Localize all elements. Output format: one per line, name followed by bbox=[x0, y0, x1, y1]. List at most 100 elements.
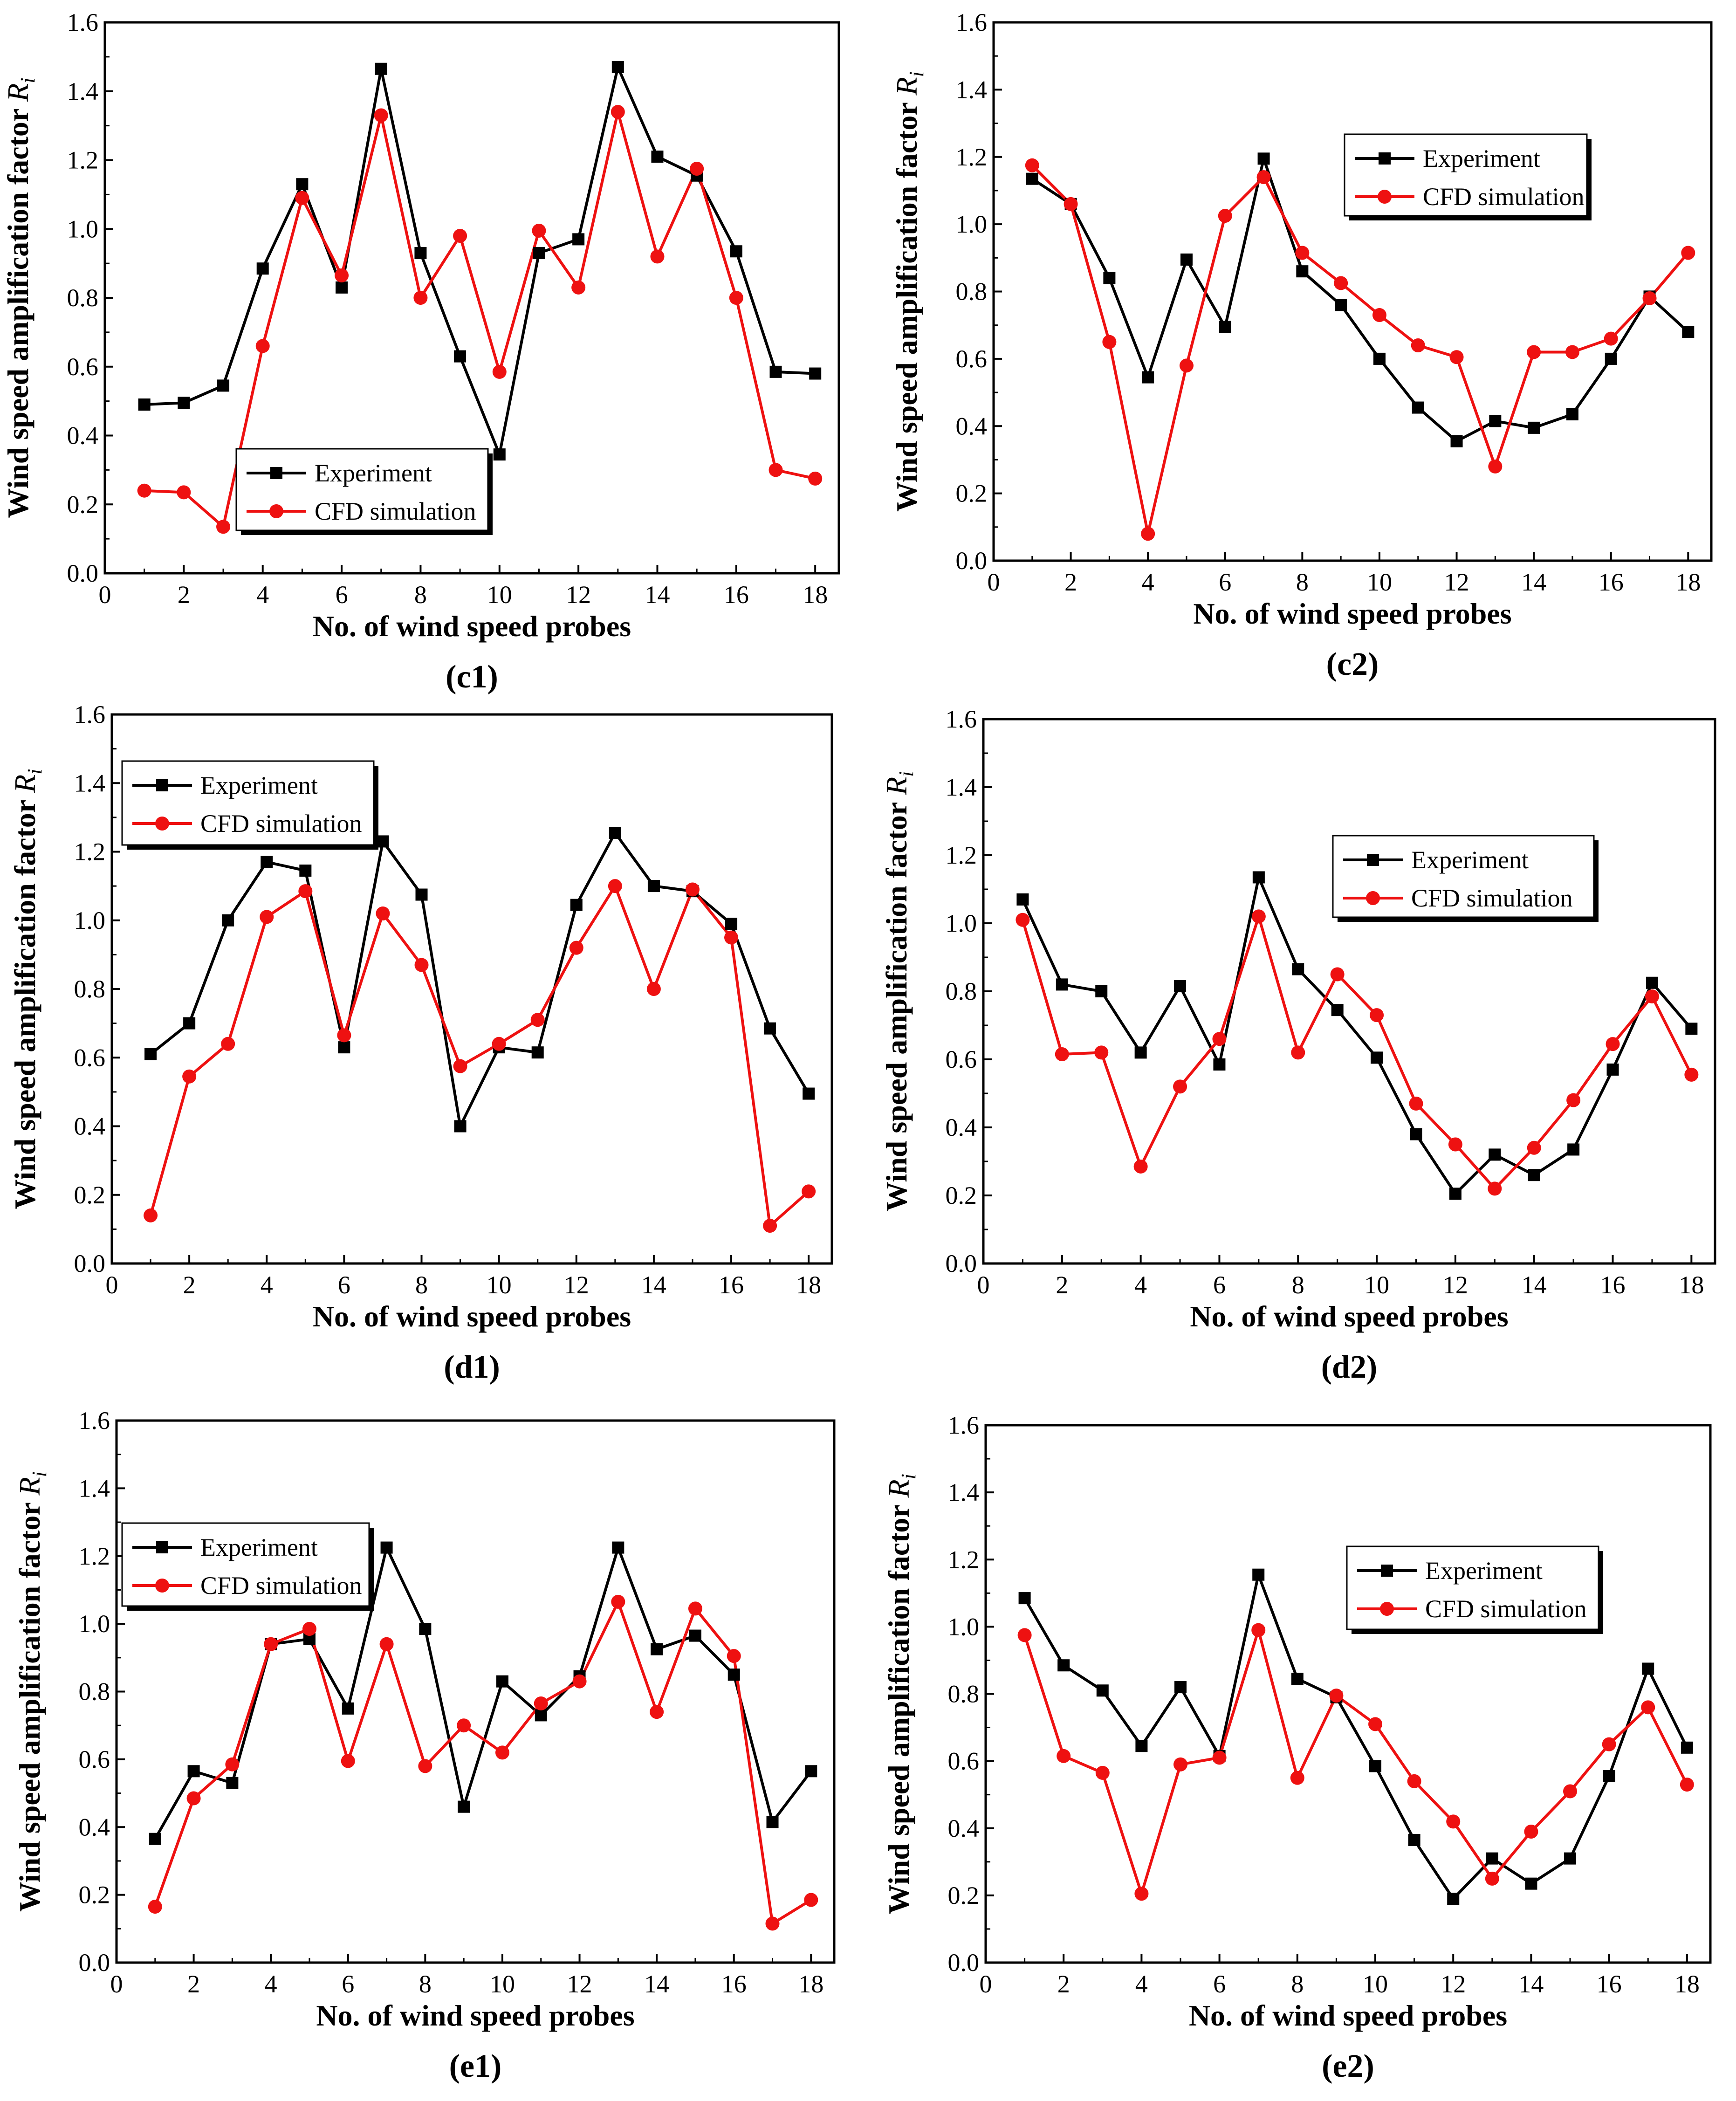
y-tick-label: 0.8 bbox=[74, 975, 106, 1003]
data-point-experiment bbox=[1134, 1046, 1147, 1059]
y-axis-title-text: Wind speed amplification factor bbox=[880, 795, 913, 1212]
x-tick-label: 8 bbox=[1292, 1271, 1304, 1299]
data-point-experiment bbox=[1095, 985, 1108, 997]
chart-panel-d2: 0.0 0.2 0.4 0.6 0.8 1.0 1.2 1.4 1.6 0 2 4 6 8 10 12 14 16… bbox=[880, 705, 1716, 1385]
data-point-experiment bbox=[187, 1765, 200, 1778]
data-point-experiment bbox=[1292, 963, 1304, 975]
y-tick-label: 1.6 bbox=[946, 705, 977, 733]
x-tick-label: 18 bbox=[1674, 1970, 1700, 1998]
data-point-cfd bbox=[137, 483, 151, 498]
data-point-cfd bbox=[808, 471, 823, 486]
x-tick-label: 18 bbox=[796, 1271, 821, 1299]
x-tick-label: 4 bbox=[265, 1970, 277, 1998]
data-point-cfd bbox=[216, 520, 231, 534]
data-point-cfd bbox=[1606, 1037, 1620, 1051]
data-point-experiment bbox=[1335, 299, 1347, 311]
data-point-experiment bbox=[1018, 1592, 1031, 1605]
y-tick-label: 0.6 bbox=[946, 1045, 977, 1073]
data-point-experiment bbox=[570, 899, 583, 911]
x-tick-label: 2 bbox=[178, 581, 190, 609]
y-axis-title-subscript: i bbox=[895, 771, 918, 777]
legend-marker-experiment bbox=[1379, 152, 1391, 165]
y-axis-title-subscript: i bbox=[28, 1471, 51, 1477]
data-point-experiment bbox=[1213, 1058, 1226, 1071]
x-tick-label: 14 bbox=[1518, 1970, 1544, 1998]
data-point-cfd bbox=[1212, 1032, 1227, 1046]
data-point-cfd bbox=[1641, 1700, 1655, 1715]
data-point-cfd bbox=[690, 161, 704, 176]
legend: Experiment CFD simulation bbox=[1344, 133, 1592, 220]
data-point-experiment bbox=[535, 1709, 547, 1722]
data-point-cfd bbox=[1566, 1093, 1581, 1107]
data-point-experiment bbox=[222, 914, 234, 927]
data-point-cfd bbox=[492, 1037, 506, 1051]
data-point-cfd bbox=[177, 485, 191, 500]
data-point-experiment bbox=[531, 1046, 544, 1059]
y-tick-label: 1.4 bbox=[79, 1474, 110, 1502]
y-tick-label: 1.0 bbox=[948, 1613, 980, 1641]
x-tick-label: 0 bbox=[980, 1970, 992, 1998]
y-axis-title: Wind speed amplification factor Ri bbox=[13, 1471, 51, 1912]
data-point-cfd bbox=[1372, 308, 1386, 323]
data-point-experiment bbox=[342, 1702, 354, 1715]
data-point-experiment bbox=[533, 247, 545, 259]
data-point-experiment bbox=[1016, 893, 1029, 906]
x-tick-label: 0 bbox=[988, 568, 1000, 596]
data-point-cfd bbox=[1055, 1047, 1069, 1062]
data-point-experiment bbox=[805, 1765, 817, 1778]
y-axis-title-symbol: R bbox=[8, 775, 41, 793]
x-tick-label: 8 bbox=[1296, 568, 1309, 596]
data-point-cfd bbox=[650, 249, 665, 264]
y-tick-label: 1.2 bbox=[79, 1542, 110, 1570]
data-point-experiment bbox=[183, 1017, 196, 1030]
data-point-experiment bbox=[803, 1087, 815, 1100]
data-point-cfd bbox=[1291, 1045, 1305, 1060]
data-point-cfd bbox=[1642, 291, 1657, 305]
data-point-cfd bbox=[1173, 1079, 1187, 1094]
data-point-cfd bbox=[264, 1637, 278, 1651]
data-point-cfd bbox=[1251, 909, 1266, 924]
data-point-experiment bbox=[609, 827, 621, 839]
data-point-experiment bbox=[1486, 1852, 1498, 1865]
chart-panel-c2: 0.0 0.2 0.4 0.6 0.8 1.0 1.2 1.4 1.6 0 2 4 6 8 10 12 14 16… bbox=[890, 8, 1713, 682]
data-point-experiment bbox=[572, 233, 585, 246]
legend-marker-experiment bbox=[156, 779, 168, 791]
y-tick-label: 1.2 bbox=[946, 841, 977, 869]
y-tick-label: 1.0 bbox=[67, 215, 99, 243]
x-tick-label: 18 bbox=[1675, 568, 1701, 596]
x-tick-label: 16 bbox=[1599, 568, 1624, 596]
x-tick-label: 8 bbox=[1291, 1970, 1304, 1998]
y-tick-label: 0.2 bbox=[74, 1181, 106, 1209]
data-point-cfd bbox=[295, 191, 309, 205]
data-point-experiment bbox=[1219, 321, 1231, 333]
data-point-cfd bbox=[1407, 1774, 1421, 1788]
y-tick-label: 0.6 bbox=[74, 1044, 106, 1071]
data-point-cfd bbox=[1334, 276, 1348, 290]
legend-marker-cfd bbox=[1380, 1602, 1394, 1616]
data-point-cfd bbox=[1173, 1757, 1188, 1771]
legend-marker-cfd bbox=[269, 504, 283, 518]
data-point-experiment bbox=[496, 1675, 508, 1688]
data-point-experiment bbox=[226, 1777, 239, 1789]
legend: Experiment CFD simulation bbox=[121, 1522, 374, 1611]
x-tick-label: 2 bbox=[1064, 568, 1077, 596]
data-point-cfd bbox=[1133, 1159, 1148, 1174]
legend-marker-experiment bbox=[156, 1541, 168, 1553]
data-point-cfd bbox=[335, 268, 349, 282]
legend-label-experiment: Experiment bbox=[200, 1533, 318, 1561]
y-tick-label: 1.4 bbox=[946, 773, 977, 801]
y-tick-label: 0.6 bbox=[79, 1745, 110, 1773]
legend-marker-experiment bbox=[1367, 854, 1379, 866]
data-point-cfd bbox=[685, 882, 700, 897]
x-tick-label: 16 bbox=[1597, 1970, 1622, 1998]
data-point-cfd bbox=[144, 1208, 158, 1222]
y-tick-label: 1.6 bbox=[74, 700, 106, 728]
y-tick-label: 1.2 bbox=[74, 838, 106, 866]
y-tick-label: 0.8 bbox=[79, 1678, 110, 1706]
data-point-experiment bbox=[1567, 1143, 1580, 1156]
y-tick-label: 0.2 bbox=[946, 1181, 977, 1209]
panel-caption: (c1) bbox=[446, 659, 498, 695]
data-point-cfd bbox=[1409, 1096, 1423, 1111]
y-tick-label: 1.6 bbox=[956, 8, 988, 36]
data-point-cfd bbox=[532, 223, 546, 238]
